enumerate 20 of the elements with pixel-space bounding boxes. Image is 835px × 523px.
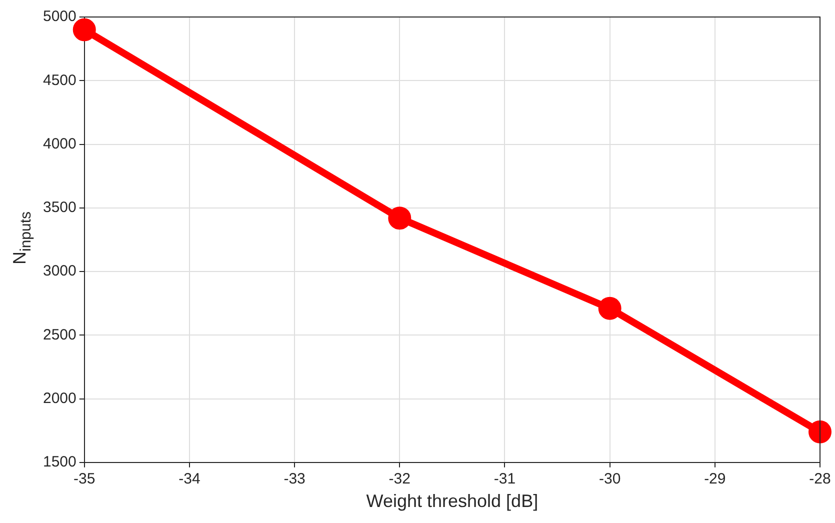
y-tick-label: 3500 [42, 199, 76, 216]
point [598, 296, 622, 320]
y-tick-label: 5000 [42, 8, 76, 26]
x-tick-label: -32 [388, 470, 410, 488]
point [388, 206, 412, 230]
y-tick-label: 3000 [42, 262, 76, 280]
x-tick-label: -33 [284, 470, 306, 488]
y-tick-label: 1500 [42, 454, 76, 471]
x-tick-label: -35 [74, 470, 96, 488]
y-tick-label: 4000 [42, 135, 76, 152]
x-tick-label: -31 [494, 470, 516, 488]
y-tick-label: 4500 [42, 72, 76, 89]
x-axis-title: Weight threshold [dB] [366, 491, 538, 512]
y-tick-label: 2500 [42, 326, 76, 344]
y-tick-label: 2000 [42, 390, 76, 407]
point [808, 420, 832, 444]
x-tick-label: -34 [178, 470, 200, 488]
x-tick-label: -28 [809, 470, 831, 488]
x-tick-label: -29 [704, 470, 726, 488]
x-tick-label: -30 [598, 470, 621, 488]
